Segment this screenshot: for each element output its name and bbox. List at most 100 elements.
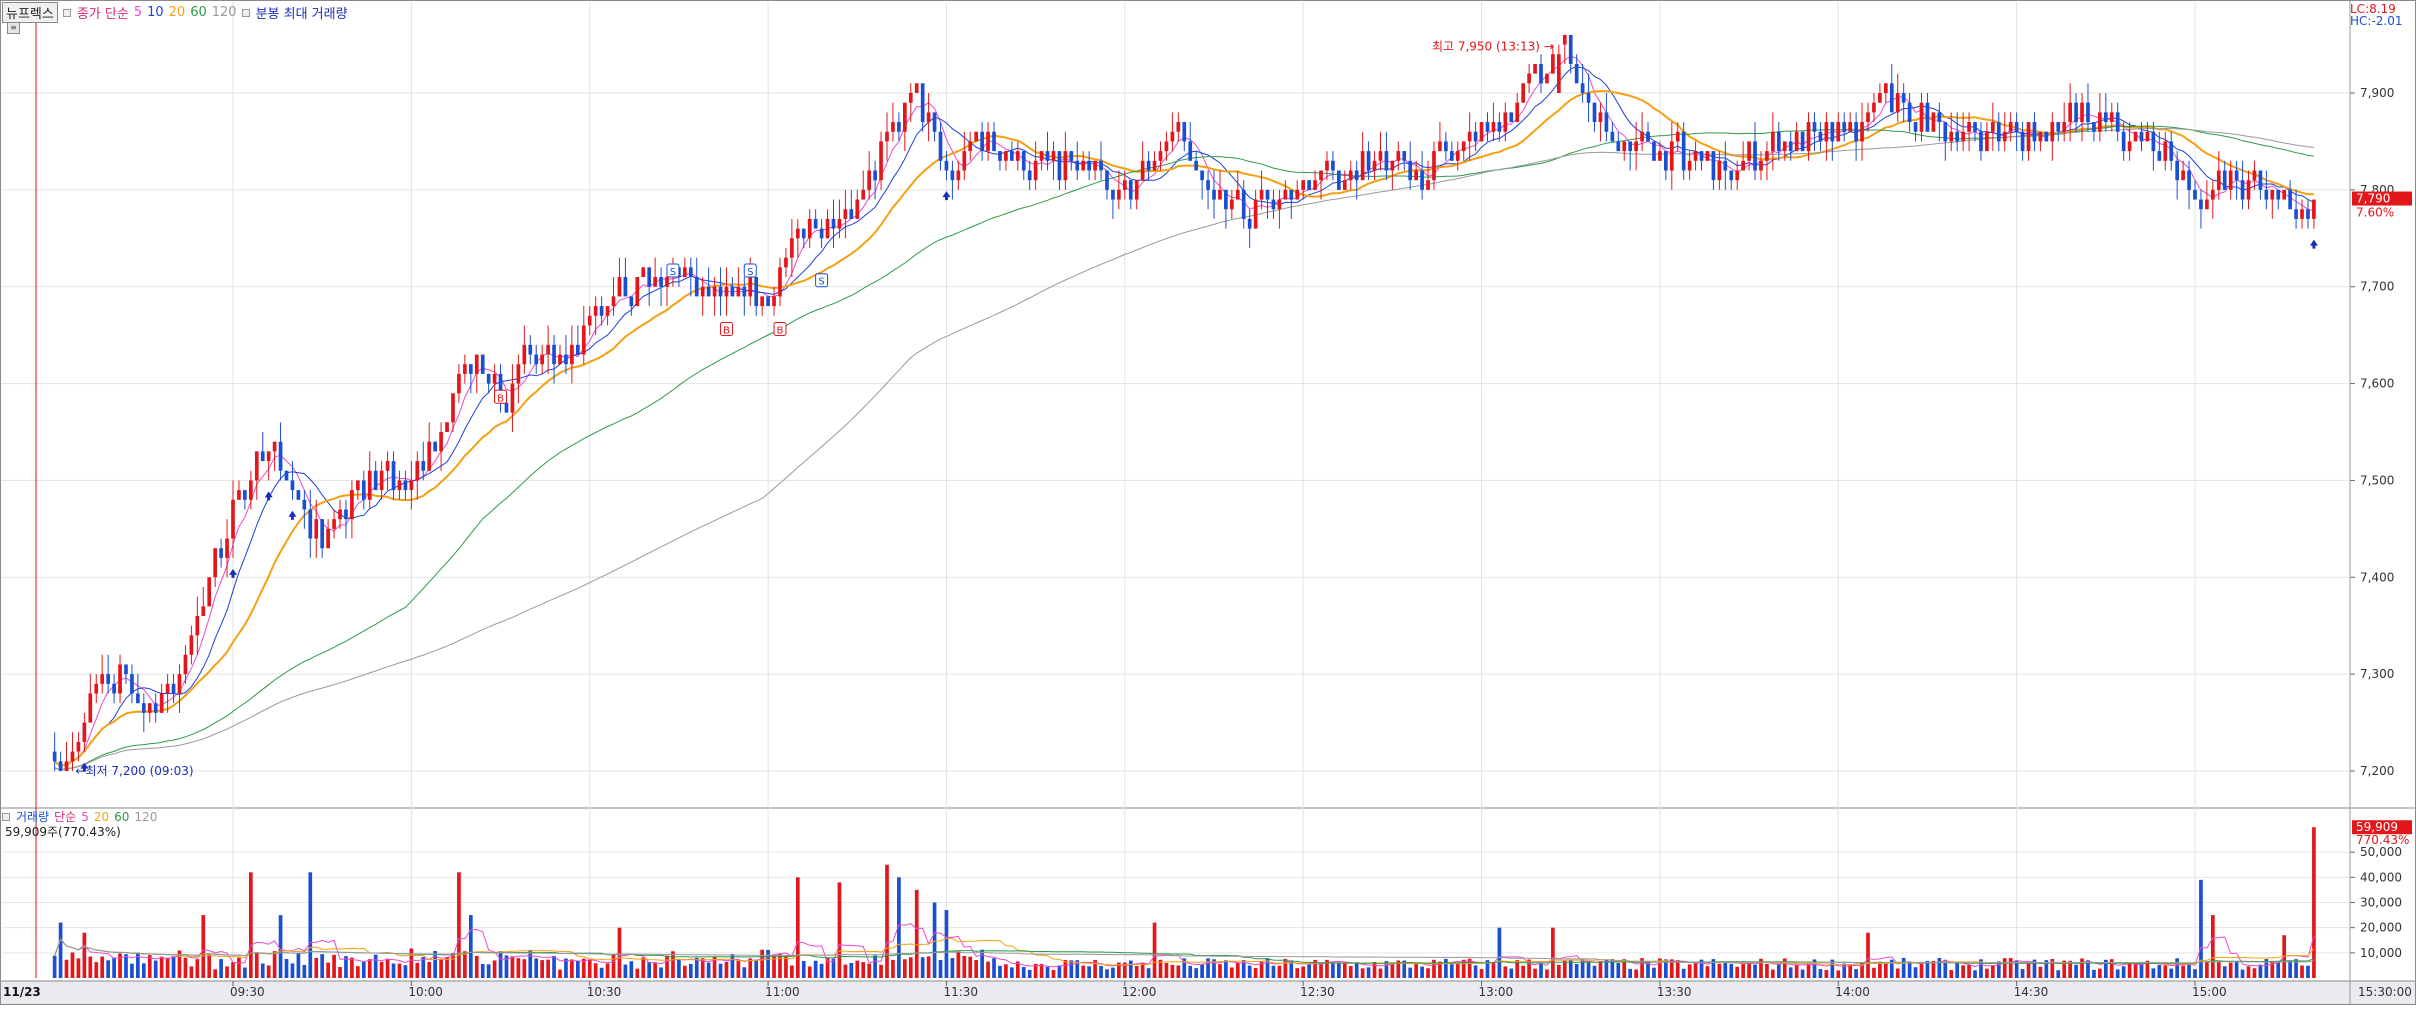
volume-bar (2294, 959, 2298, 978)
candle-body (956, 170, 961, 181)
volume-bar (1122, 962, 1127, 978)
ma-period-120: 120 (211, 5, 237, 20)
volume-label[interactable]: 거래량 (16, 810, 50, 824)
volume-bar (373, 954, 378, 978)
volume-bar (403, 965, 408, 978)
candle-body (1438, 141, 1442, 152)
candle-body (2074, 102, 2078, 123)
candle-body (1592, 102, 1597, 123)
candle-body (1741, 160, 1745, 171)
candle-body (1075, 160, 1080, 171)
candle-body (2187, 170, 2191, 190)
candle-body (165, 683, 170, 694)
volume-bar (1925, 961, 1930, 978)
volume-bar (2074, 964, 2078, 978)
candle-body (82, 722, 87, 742)
volume-ma-type[interactable]: 단순 (54, 810, 77, 824)
volume-bar (1937, 958, 1942, 978)
volume-bar (1212, 959, 1216, 978)
candle-body (623, 277, 628, 297)
candle-body (653, 277, 657, 287)
volume-bar (700, 958, 705, 978)
volume-tick-label: 40,000 (2360, 870, 2402, 884)
ma-period-20: 20 (168, 5, 186, 20)
candle-body (1907, 102, 1912, 123)
volume-bar (2169, 968, 2174, 978)
volume-bar (837, 882, 842, 978)
candle-body (1325, 160, 1329, 171)
volume-bar (795, 877, 800, 978)
volume-bar (1919, 963, 1924, 978)
volume-bar (1717, 963, 1722, 978)
candle-body (861, 189, 866, 200)
volume-bar (1259, 961, 1264, 978)
candle-body (1301, 180, 1306, 190)
volume-bar (2014, 960, 2019, 978)
volume-bar (266, 965, 271, 978)
volume-bar (575, 961, 580, 978)
candle-body (463, 364, 467, 374)
candle-body (1854, 122, 1858, 142)
candle-body (2109, 112, 2114, 123)
volume-bar (1372, 962, 1377, 978)
candle-body (605, 306, 610, 316)
volume-bar (885, 864, 889, 978)
volume-bar (2026, 962, 2031, 978)
price-tick-label: 7,300 (2360, 667, 2394, 681)
candle-body (314, 519, 319, 539)
candle-body (1432, 151, 1436, 181)
candle-body (647, 267, 652, 287)
candle-body (2306, 209, 2310, 219)
time-tick-label: 10:00 (408, 985, 443, 999)
candle-body (2163, 141, 2168, 161)
candle-body (1812, 122, 1817, 132)
candle-body (231, 499, 235, 539)
candle-body (665, 277, 669, 287)
candle-body (1319, 170, 1323, 181)
volume-bar (171, 956, 176, 978)
volume-tick-label: 50,000 (2360, 845, 2402, 859)
volume-bar (1592, 965, 1597, 978)
volume-bar (409, 948, 414, 978)
candle-body (308, 509, 313, 539)
volume-bar (332, 954, 336, 978)
stock-tab[interactable]: 뉴프렉스 (2, 2, 58, 23)
candle-body (593, 306, 598, 316)
ma-period-10: 10 (147, 5, 164, 20)
candle-body (1122, 180, 1127, 190)
volume-bar (189, 966, 194, 978)
ma-type-label[interactable]: 종가 단순 (76, 7, 129, 22)
ma-period-5: 5 (133, 5, 143, 20)
candle-body (867, 170, 872, 190)
volume-bar (2276, 960, 2281, 978)
volume-bar (1105, 969, 1109, 978)
volume-bar (1652, 967, 1656, 978)
buy-signal-icon (719, 321, 733, 336)
settings-icon[interactable]: ≡ (7, 22, 20, 34)
price-tick-label: 7,700 (2360, 280, 2394, 294)
candle-body (2210, 189, 2215, 200)
volume-tick-label: 20,000 (2360, 921, 2402, 935)
candle-body (356, 480, 360, 491)
volume-bar (1812, 959, 1817, 978)
volume-bar (1699, 959, 1704, 978)
volume-bar (1818, 969, 1823, 978)
candle-body (1717, 160, 1722, 181)
volume-bar (1878, 961, 1882, 978)
candle-body (1479, 122, 1484, 142)
candle-body (932, 112, 937, 132)
price-tick-label: 7,600 (2360, 377, 2394, 391)
volume-bar (1265, 958, 1270, 978)
volume-bar (1010, 967, 1014, 978)
volume-bar (1235, 962, 1240, 978)
candle-body (1652, 141, 1656, 161)
ma120-line (54, 127, 2314, 771)
volume-bar (1390, 962, 1395, 978)
volume-bar (2199, 879, 2203, 978)
candle-body (712, 286, 717, 297)
max-volume-label[interactable]: 분봉 최대 거래량 (255, 7, 348, 22)
candle-body (2228, 170, 2233, 190)
volume-bar (2127, 962, 2132, 978)
volume-bar (141, 963, 146, 978)
